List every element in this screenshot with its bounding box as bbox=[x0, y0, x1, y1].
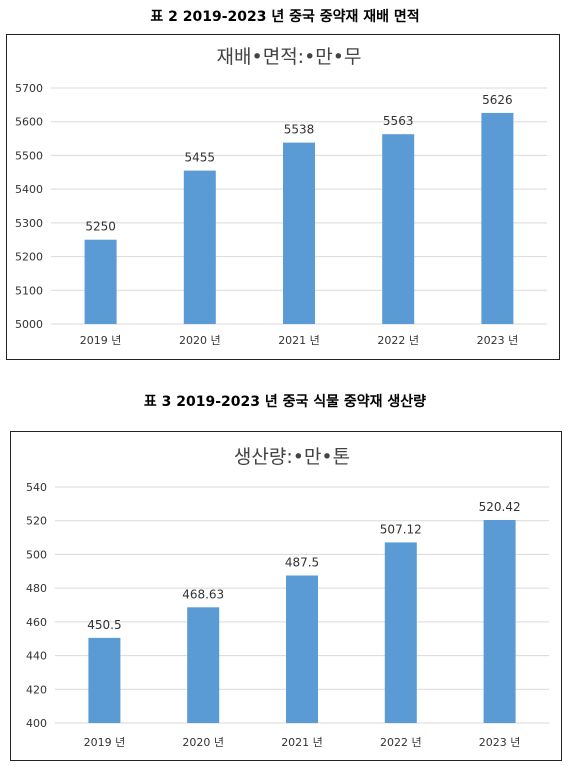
y-tick-label: 5100 bbox=[15, 284, 43, 297]
x-tick-label: 2022 년 bbox=[377, 334, 419, 347]
data-label: 5455 bbox=[185, 151, 216, 165]
data-label: 520.42 bbox=[479, 500, 521, 514]
bar bbox=[382, 134, 415, 324]
y-tick-label: 540 bbox=[26, 481, 47, 494]
data-label: 507.12 bbox=[380, 522, 422, 536]
bar bbox=[483, 520, 516, 723]
y-tick-label: 5600 bbox=[15, 116, 43, 129]
y-tick-label: 5400 bbox=[15, 183, 43, 196]
y-tick-label: 460 bbox=[26, 616, 47, 629]
x-tick-label: 2021 년 bbox=[278, 334, 320, 347]
chart-1-frame: 재배•면적:•만•무 5000 5100 5200 5300 5400 5500 5600 57… bbox=[6, 34, 560, 360]
data-label: 5626 bbox=[482, 93, 513, 107]
y-tick-label: 480 bbox=[26, 582, 47, 595]
data-label: 487.5 bbox=[285, 556, 319, 570]
y-tick-label: 420 bbox=[26, 683, 47, 696]
x-tick-label: 2023 년 bbox=[477, 334, 519, 347]
y-tick-label: 5500 bbox=[15, 149, 43, 162]
x-tick-label: 2021 년 bbox=[281, 736, 323, 749]
data-label: 5538 bbox=[284, 123, 315, 137]
x-tick-label: 2022 년 bbox=[380, 736, 422, 749]
data-label: 450.5 bbox=[87, 618, 121, 632]
chart-title: 생산량:•만•톤 bbox=[234, 446, 350, 468]
y-tick-label: 5000 bbox=[15, 318, 43, 331]
y-tick-label: 520 bbox=[26, 515, 47, 528]
x-tick-label: 2020 년 bbox=[182, 736, 224, 749]
table-2-caption: 표 2 2019-2023 년 중국 중약재 재배 면적 bbox=[150, 9, 420, 25]
bar bbox=[283, 142, 315, 324]
chart-2-frame: 생산량:•만•톤 400 420 440 460 480 500 520 540 450.5 201… bbox=[10, 431, 562, 761]
y-tick-label: 440 bbox=[26, 650, 47, 663]
x-tick-label: 2019 년 bbox=[84, 736, 126, 749]
y-tick-label: 500 bbox=[26, 548, 47, 561]
x-tick-label: 2019 년 bbox=[80, 334, 122, 347]
data-label: 5250 bbox=[85, 220, 116, 234]
x-tick-label: 2023 년 bbox=[479, 736, 521, 749]
bar bbox=[187, 607, 220, 723]
chart-1-svg: 재배•면적:•만•무 5000 5100 5200 5300 5400 5500 5600 57… bbox=[15, 46, 547, 347]
bar bbox=[183, 170, 216, 324]
bar bbox=[481, 112, 514, 324]
data-label: 468.63 bbox=[182, 587, 224, 601]
data-label: 5563 bbox=[383, 114, 414, 128]
y-tick-label: 5700 bbox=[15, 82, 43, 95]
y-tick-label: 400 bbox=[26, 717, 47, 730]
bar bbox=[88, 637, 121, 723]
y-tick-label: 5200 bbox=[15, 251, 43, 264]
chart-title: 재배•면적:•만•무 bbox=[217, 46, 362, 68]
x-tick-label: 2020 년 bbox=[179, 334, 221, 347]
bar bbox=[84, 239, 117, 324]
y-tick-label: 5300 bbox=[15, 217, 43, 230]
table-3-caption: 표 3 2019-2023 년 중국 식물 중약재 생산량 bbox=[143, 394, 427, 410]
bar bbox=[384, 542, 417, 723]
chart-2-svg: 생산량:•만•톤 400 420 440 460 480 500 520 540 450.5 201… bbox=[26, 446, 549, 749]
bar bbox=[286, 575, 318, 723]
